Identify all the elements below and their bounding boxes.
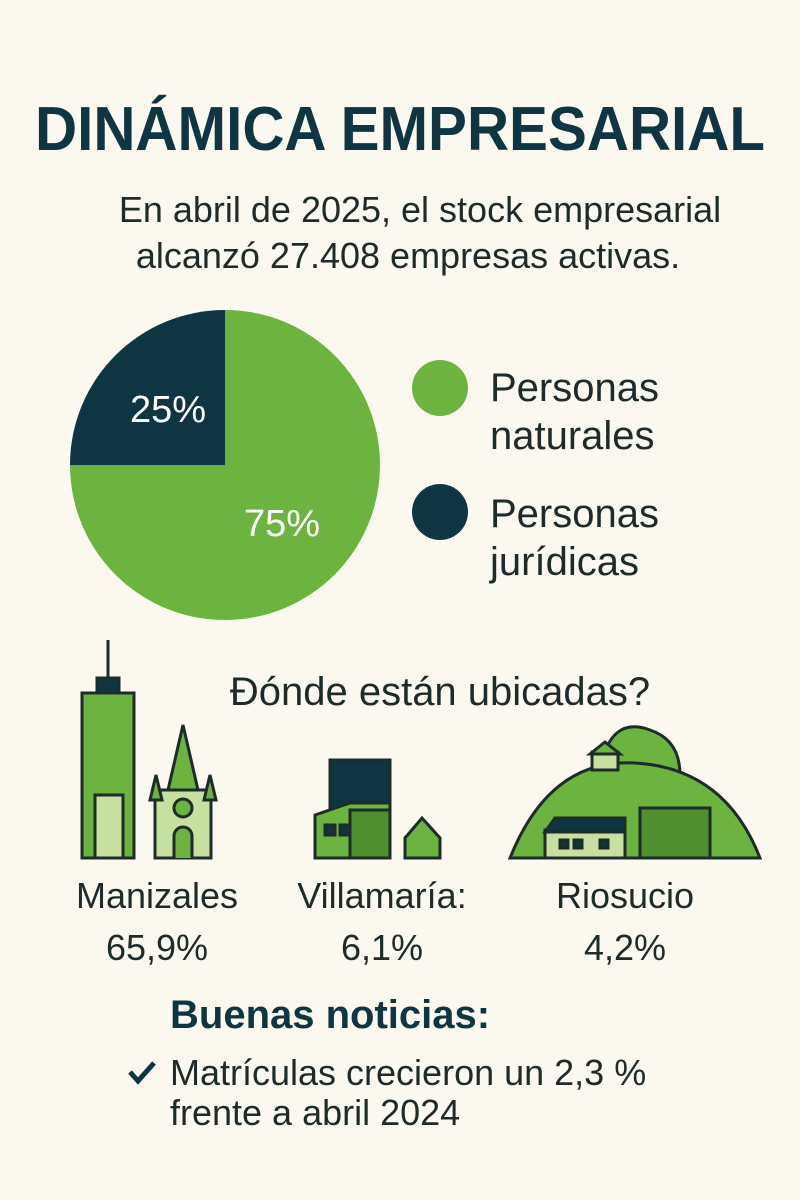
location-name: Riosucio — [555, 875, 695, 916]
slice-label: 75% — [244, 503, 320, 545]
legend-swatch — [412, 360, 468, 416]
location: Villamaría: 6,1% — [262, 870, 502, 974]
check-icon — [128, 1061, 156, 1085]
location-share: 6,1% — [340, 927, 424, 968]
legend-label: Personas jurídicas — [490, 492, 659, 584]
slice-label: 25% — [130, 389, 206, 431]
hill-icon — [507, 725, 763, 860]
subtitle-line: alcanzó 27.408 empresas activas. — [136, 235, 680, 276]
city-icon — [80, 640, 218, 860]
section-heading: Đónde están ubicadas? — [230, 670, 650, 714]
news-line: frente a abril 2024 — [170, 1092, 460, 1133]
legend-label: Personas naturales — [490, 366, 659, 458]
location: Manizales 65,9% — [37, 870, 277, 974]
location-share: 4,2% — [583, 927, 667, 968]
pie-slice — [70, 310, 225, 465]
location-share: 65,9% — [105, 927, 209, 968]
news-line: Matrículas crecieron un 2,3 % — [170, 1052, 646, 1093]
pie-chart: 75% 25% — [70, 310, 380, 620]
location-name: Villamaría: — [297, 875, 467, 916]
town-icon — [313, 758, 442, 860]
location: Riosucio 4,2% — [505, 870, 745, 974]
news-heading: Buenas noticias: — [170, 993, 490, 1037]
subtitle-line: En abril de 2025, el stock empresarial — [119, 189, 721, 230]
location-name: Manizales — [75, 875, 239, 916]
legend-swatch — [412, 484, 468, 540]
title: DINÁMICA EMPRESARIAL — [35, 95, 765, 164]
